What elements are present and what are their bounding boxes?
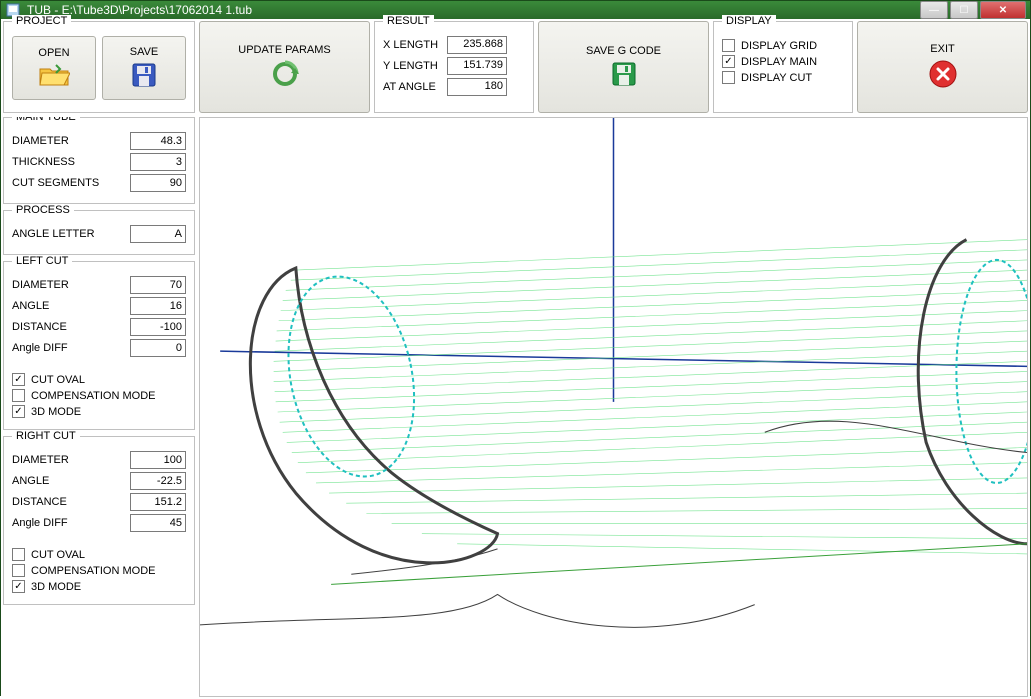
floppy-disk-icon — [131, 62, 157, 91]
mt-segments-input[interactable] — [130, 174, 186, 192]
rc-angle-input[interactable] — [130, 472, 186, 490]
process-legend: PROCESS — [12, 204, 74, 216]
left-cut-group: LEFT CUT DIAMETER ANGLE DISTANCE Angle D… — [3, 261, 195, 430]
rc-compmode-checkbox[interactable] — [12, 564, 25, 577]
lc-diameter-input[interactable] — [130, 276, 186, 294]
minimize-button[interactable]: — — [920, 1, 948, 19]
app-window: TUB - E:\Tube3D\Projects\17062014 1.tub … — [0, 0, 1031, 696]
project-group: PROJECT OPEN SAVE — [3, 21, 195, 113]
update-params-label: UPDATE PARAMS — [238, 44, 331, 56]
tube-render — [200, 118, 1027, 696]
y-length-value: 151.739 — [447, 57, 507, 75]
top-toolbar: PROJECT OPEN SAVE — [3, 21, 1028, 113]
result-group: RESULT X LENGTH 235.868 Y LENGTH 151.739… — [374, 21, 534, 113]
mt-thickness-label: THICKNESS — [12, 156, 130, 168]
rc-angle-label: ANGLE — [12, 475, 130, 487]
process-group: PROCESS ANGLE LETTER — [3, 210, 195, 255]
rc-3dmode-checkbox[interactable]: ✓ — [12, 580, 25, 593]
mt-segments-label: CUT SEGMENTS — [12, 177, 130, 189]
display-cut-checkbox[interactable] — [722, 71, 735, 84]
refresh-icon — [271, 60, 299, 91]
lc-anglediff-input[interactable] — [130, 339, 186, 357]
lc-diameter-label: DIAMETER — [12, 279, 130, 291]
lc-anglediff-label: Angle DIFF — [12, 342, 130, 354]
display-group: DISPLAY DISPLAY GRID ✓ DISPLAY MAIN DISP… — [713, 21, 853, 113]
exit-button[interactable]: EXIT — [857, 21, 1028, 113]
titlebar[interactable]: TUB - E:\Tube3D\Projects\17062014 1.tub … — [1, 1, 1030, 19]
result-legend: RESULT — [383, 15, 434, 27]
app-body: PROJECT OPEN SAVE — [1, 19, 1030, 699]
lc-3dmode-label: 3D MODE — [31, 406, 81, 418]
x-length-label: X LENGTH — [383, 39, 447, 51]
x-length-value: 235.868 — [447, 36, 507, 54]
right-cut-group: RIGHT CUT DIAMETER ANGLE DISTANCE Angle … — [3, 436, 195, 605]
y-length-label: Y LENGTH — [383, 60, 447, 72]
lc-compmode-checkbox[interactable] — [12, 389, 25, 402]
lc-compmode-label: COMPENSATION MODE — [31, 390, 155, 402]
mt-diameter-input[interactable] — [130, 132, 186, 150]
rc-diameter-label: DIAMETER — [12, 454, 130, 466]
rc-anglediff-input[interactable] — [130, 514, 186, 532]
at-angle-label: AT ANGLE — [383, 81, 447, 93]
exit-label: EXIT — [930, 43, 954, 55]
save-label: SAVE — [130, 46, 159, 58]
main-content: MAIN TUBE DIAMETER THICKNESS CUT SEGMENT… — [3, 117, 1028, 697]
rc-diameter-input[interactable] — [130, 451, 186, 469]
mt-thickness-input[interactable] — [130, 153, 186, 171]
3d-viewport[interactable] — [199, 117, 1028, 697]
exit-icon — [928, 59, 958, 92]
lc-angle-label: ANGLE — [12, 300, 130, 312]
save-gcode-button[interactable]: SAVE G CODE — [538, 21, 709, 113]
lc-cutoval-label: CUT OVAL — [31, 374, 85, 386]
main-tube-group: MAIN TUBE DIAMETER THICKNESS CUT SEGMENT… — [3, 117, 195, 204]
display-main-label: DISPLAY MAIN — [741, 56, 817, 68]
lc-distance-input[interactable] — [130, 318, 186, 336]
window-buttons: — ☐ ✕ — [918, 1, 1026, 19]
display-grid-label: DISPLAY GRID — [741, 40, 817, 52]
lc-distance-label: DISTANCE — [12, 321, 130, 333]
rc-distance-label: DISTANCE — [12, 496, 130, 508]
project-legend: PROJECT — [12, 15, 71, 27]
close-button[interactable]: ✕ — [980, 1, 1026, 19]
display-cut-label: DISPLAY CUT — [741, 72, 812, 84]
rc-distance-input[interactable] — [130, 493, 186, 511]
angle-letter-input[interactable] — [130, 225, 186, 243]
update-params-button[interactable]: UPDATE PARAMS — [199, 21, 370, 113]
angle-letter-label: ANGLE LETTER — [12, 228, 130, 240]
side-panel: MAIN TUBE DIAMETER THICKNESS CUT SEGMENT… — [3, 117, 195, 697]
display-grid-checkbox[interactable] — [722, 39, 735, 52]
window-title: TUB - E:\Tube3D\Projects\17062014 1.tub — [27, 3, 918, 17]
rc-3dmode-label: 3D MODE — [31, 581, 81, 593]
open-button[interactable]: OPEN — [12, 36, 96, 100]
save-gcode-label: SAVE G CODE — [586, 45, 661, 57]
maximize-button[interactable]: ☐ — [950, 1, 978, 19]
rc-anglediff-label: Angle DIFF — [12, 517, 130, 529]
at-angle-value: 180 — [447, 78, 507, 96]
folder-open-icon — [38, 63, 70, 90]
main-tube-legend: MAIN TUBE — [12, 117, 80, 123]
rc-compmode-label: COMPENSATION MODE — [31, 565, 155, 577]
rc-cutoval-label: CUT OVAL — [31, 549, 85, 561]
rc-cutoval-checkbox[interactable] — [12, 548, 25, 561]
lc-cutoval-checkbox[interactable]: ✓ — [12, 373, 25, 386]
display-main-checkbox[interactable]: ✓ — [722, 55, 735, 68]
floppy-disk-green-icon — [611, 61, 637, 90]
right-cut-legend: RIGHT CUT — [12, 430, 80, 442]
left-cut-legend: LEFT CUT — [12, 255, 72, 267]
save-button[interactable]: SAVE — [102, 36, 186, 100]
lc-3dmode-checkbox[interactable]: ✓ — [12, 405, 25, 418]
lc-angle-input[interactable] — [130, 297, 186, 315]
open-label: OPEN — [38, 47, 69, 59]
display-legend: DISPLAY — [722, 15, 776, 27]
mt-diameter-label: DIAMETER — [12, 135, 130, 147]
